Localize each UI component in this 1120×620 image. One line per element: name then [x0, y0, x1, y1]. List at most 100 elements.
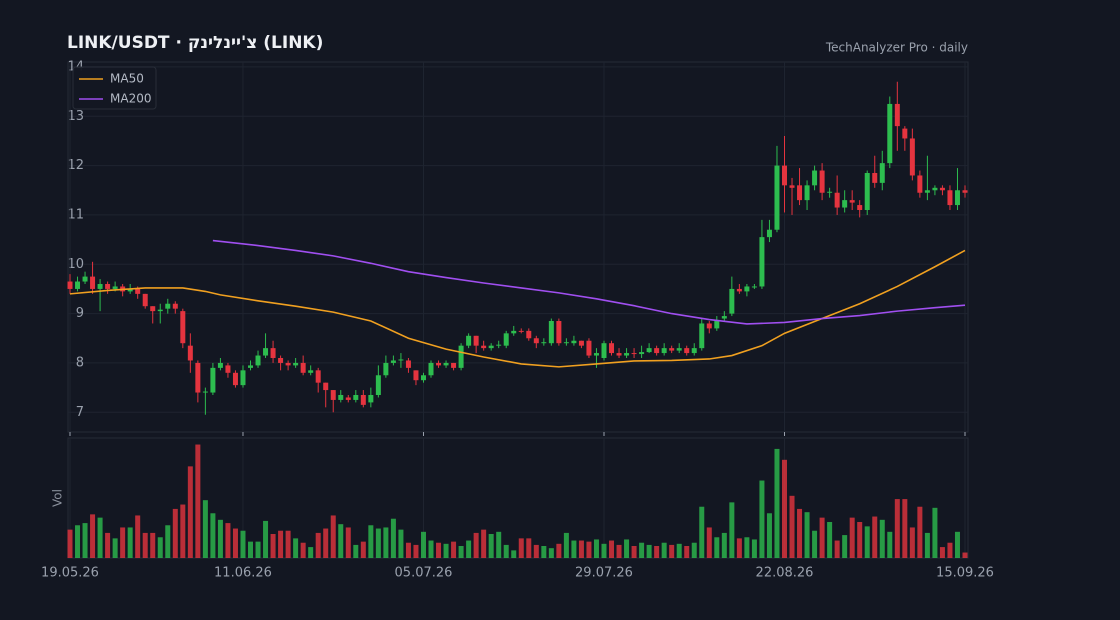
marks [67, 81, 968, 558]
candle-body [639, 352, 645, 355]
volume-bar [789, 495, 795, 558]
volume-bar [390, 518, 396, 558]
volume-bar [601, 543, 607, 558]
volume-bar [864, 526, 870, 558]
candle-body [586, 340, 592, 356]
volume-bar [781, 459, 787, 558]
volume-bar [240, 530, 246, 558]
volume-bar [691, 542, 697, 558]
candle-body [150, 306, 156, 312]
volume-axis-label: Vol [51, 489, 65, 507]
candle-body [172, 303, 178, 309]
candle-body [368, 395, 374, 403]
candle-body [202, 391, 208, 393]
volume-bar [195, 444, 201, 558]
volume-bar [676, 543, 682, 558]
candle-body [82, 276, 88, 282]
volume-bar [661, 542, 667, 558]
volume-bar [729, 502, 735, 558]
candle-body [676, 348, 682, 351]
volume-bar [120, 527, 126, 558]
volume-bar [639, 542, 645, 558]
volume-bar [150, 532, 156, 558]
candle-body [481, 345, 487, 349]
volume-bar [488, 534, 494, 558]
y-tick-label: 8 [76, 355, 84, 370]
volume-bar [609, 540, 615, 558]
candle-body [210, 367, 216, 393]
volume-bar [90, 514, 96, 558]
volume-bar [338, 524, 344, 558]
candle-body [556, 321, 562, 344]
volume-bar [263, 520, 269, 558]
candle-body [293, 362, 299, 366]
candle-body [225, 365, 231, 373]
candle-body [142, 293, 148, 307]
candle-body [706, 323, 712, 329]
candle-body [751, 286, 757, 288]
volume-bar [902, 499, 908, 558]
volume-bar [631, 546, 637, 558]
candle-body [112, 286, 118, 289]
volume-bar [684, 546, 690, 558]
volume-bar [669, 544, 675, 558]
y-tick-label: 12 [67, 158, 84, 173]
volume-bar [308, 547, 314, 558]
volume-panel [67, 437, 969, 559]
legend-label: MA200 [110, 92, 151, 106]
candle-body [473, 335, 479, 346]
legend: MA50 MA200 [72, 66, 157, 110]
volume-bar [353, 544, 359, 558]
x-tick-label: 19.05.26 [41, 566, 99, 581]
x-tick-label: 15.09.26 [936, 566, 994, 581]
candle-body [135, 288, 141, 294]
candle-body [571, 340, 577, 344]
volume-bar [586, 541, 592, 558]
candle-body [699, 323, 705, 349]
volume-bar [766, 513, 772, 558]
volume-bar [375, 528, 381, 558]
candle-body [872, 173, 878, 183]
candle-body [278, 358, 284, 363]
candle-body [308, 370, 314, 373]
candle-body [736, 288, 742, 292]
volume-bar [593, 539, 599, 558]
candle-body [67, 281, 73, 289]
candle-body [488, 345, 494, 349]
candle-body [834, 192, 840, 208]
candle-body [263, 348, 269, 356]
volume-bar [533, 544, 539, 558]
candle-body [548, 321, 554, 344]
candle-body [812, 170, 818, 186]
x-tick-label: 11.06.26 [214, 566, 272, 581]
candle-body [353, 395, 359, 400]
volume-bar [278, 530, 284, 558]
volume-bar [481, 529, 487, 558]
volume-bar [368, 525, 374, 558]
volume-bar [270, 534, 276, 558]
volume-bar [413, 544, 419, 558]
volume-bar [300, 542, 306, 558]
volume-bar [398, 529, 404, 558]
candle-body [819, 170, 825, 193]
price-panel [67, 61, 969, 433]
candle-body [330, 390, 336, 400]
candle-body [789, 185, 795, 188]
volume-bar [518, 538, 524, 558]
volume-bar [571, 540, 577, 558]
volume-bar [105, 532, 111, 558]
candle-body [563, 342, 569, 344]
candle-body [466, 335, 472, 346]
volume-bar [225, 523, 231, 558]
candle-body [714, 321, 720, 329]
volume-bar [345, 527, 351, 558]
x-tick-label: 22.08.26 [756, 566, 814, 581]
volume-bar [706, 527, 712, 558]
candle-body [458, 345, 464, 368]
volume-bar [797, 508, 803, 558]
candle-body [804, 185, 810, 201]
candle-body [97, 284, 103, 289]
candle-body [609, 343, 615, 354]
